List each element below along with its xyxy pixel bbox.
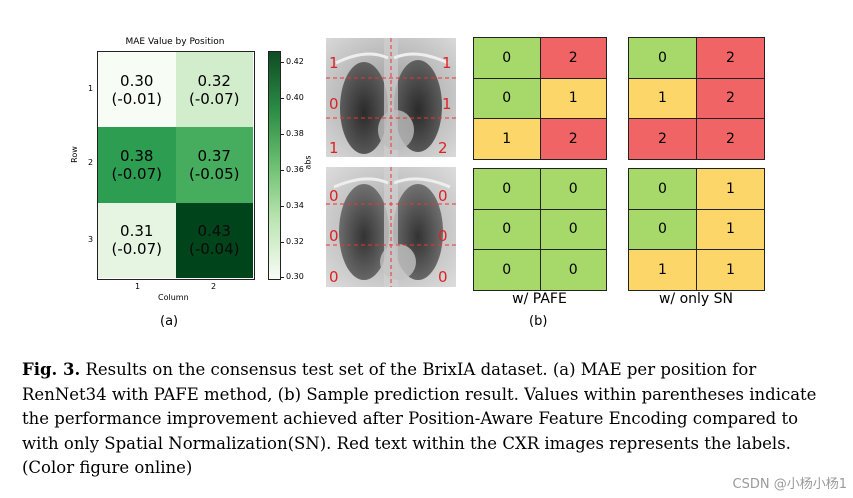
pafe-bottom-cell-r3c2: 0: [539, 249, 607, 291]
heatmap-xlabel: Column: [158, 293, 189, 302]
xray-1-picture: [326, 38, 456, 157]
pafe-top-cell-r3c2: 2: [539, 118, 607, 160]
xray2-label-l2: 0: [329, 227, 339, 245]
sn-label: w/ only SN: [658, 291, 734, 307]
caption-text: Results on the consensus test set of the…: [22, 360, 817, 477]
pafe-bottom-cell-r2c2: 0: [539, 208, 607, 251]
sn-top-cell-r3c1: 2: [628, 118, 697, 160]
xray2-label-r1: 0: [438, 187, 448, 205]
colorbar-tick-label: 0.42: [286, 57, 304, 66]
heatmap-ylabel: Row: [69, 146, 79, 163]
sn-top-cell-r1c1: 0: [628, 37, 697, 79]
heatmap-cell-r2c1: 0.38 (-0.07): [98, 127, 176, 203]
colorbar-tick-label: 0.30: [286, 272, 304, 282]
xray1-label-l1: 1: [329, 54, 339, 72]
row-tick-3: 3: [88, 235, 94, 244]
sn-bottom-cell-r1c1: 0: [628, 168, 697, 210]
colorbar-tick-label: 0.34: [286, 200, 304, 210]
xray2-label-l3: 0: [329, 268, 339, 286]
xray-image-1: 1 0 1 1 1 2: [326, 38, 456, 157]
sn-bottom-cell-r1c2: 1: [696, 168, 765, 210]
pafe-top-cell-r3c1: 1: [473, 118, 541, 160]
heatmap-cell-r3c2: 0.43 (-0.04): [175, 202, 253, 278]
xray1-label-l3: 1: [329, 139, 339, 157]
colorbar-tick-label: 0.38: [286, 128, 304, 138]
colorbar-label: abs: [303, 155, 313, 170]
sn-bottom-cell-r3c1: 1: [628, 249, 697, 291]
heatmap-title: MAE Value by Position: [125, 37, 225, 47]
heatmap-frame: [97, 51, 255, 280]
heatmap-cell-r3c1: 0.31 (-0.07): [98, 202, 176, 278]
caption-fig-number: Fig. 3.: [22, 360, 81, 379]
xray1-label-r1: 1: [442, 54, 452, 72]
sn-top-cell-r2c1: 1: [628, 77, 697, 120]
colorbar-tick-mark: [281, 169, 284, 171]
sn-bottom-cell-r2c1: 0: [628, 208, 697, 251]
colorbar-tick-label: 0.36: [286, 164, 304, 174]
sn-top-cell-r2c2: 2: [696, 77, 765, 120]
pafe-label: w/ PAFE: [512, 291, 567, 307]
colorbar-tick-mark: [281, 97, 284, 99]
pafe-top-cell-r2c2: 1: [539, 77, 607, 120]
xray1-label-r2: 1: [442, 95, 452, 113]
row-tick-1: 1: [88, 84, 94, 93]
heatmap-cell-r1c1: 0.30 (-0.01): [98, 52, 176, 128]
sn-top-cell-r3c2: 2: [696, 118, 765, 160]
pafe-bottom-cell-r1c2: 0: [539, 168, 607, 210]
pafe-bottom-cell-r3c1: 0: [473, 249, 541, 291]
sn-bottom-cell-r2c2: 1: [696, 208, 765, 251]
pafe-bottom-cell-r2c1: 0: [473, 208, 541, 251]
panel-a-label: (a): [160, 314, 179, 329]
colorbar-tick-label: 0.40: [286, 92, 304, 102]
colorbar-tick-mark: [281, 205, 284, 207]
colorbar-tick-label: 0.32: [286, 236, 304, 246]
pafe-top-cell-r1c1: 0: [473, 37, 541, 79]
row-tick-2: 2: [88, 158, 94, 167]
pafe-bottom-cell-r1c1: 0: [473, 168, 541, 210]
xray1-label-r3: 2: [438, 139, 448, 157]
xray2-label-r3: 0: [438, 268, 448, 286]
watermark: CSDN @小杨小杨1: [732, 477, 847, 492]
xray2-label-r2: 0: [438, 227, 448, 245]
xray1-label-l2: 0: [329, 95, 339, 113]
colorbar-tick-mark: [281, 241, 284, 243]
col-tick-1: 1: [135, 282, 141, 291]
colorbar: [268, 51, 281, 280]
colorbar-tick-mark: [281, 62, 284, 63]
xray-2-picture: [326, 167, 456, 287]
xray2-label-l1: 0: [329, 187, 339, 205]
pafe-top-cell-r2c1: 0: [473, 77, 541, 120]
colorbar-tick-mark: [281, 133, 284, 135]
col-tick-2: 2: [211, 282, 217, 291]
sn-bottom-cell-r3c2: 1: [696, 249, 765, 291]
xray-image-2: 0 0 0 0 0 0: [326, 167, 456, 287]
panel-b-label: (b): [529, 314, 548, 329]
heatmap-cell-r1c2: 0.32 (-0.07): [175, 52, 253, 128]
colorbar-tick-mark: [281, 277, 284, 279]
pafe-top-cell-r1c2: 2: [539, 37, 607, 79]
sn-top-cell-r1c2: 2: [696, 37, 765, 79]
figure-caption: Fig. 3. Results on the consensus test se…: [22, 358, 837, 481]
heatmap-cell-r2c2: 0.37 (-0.05): [175, 127, 253, 203]
